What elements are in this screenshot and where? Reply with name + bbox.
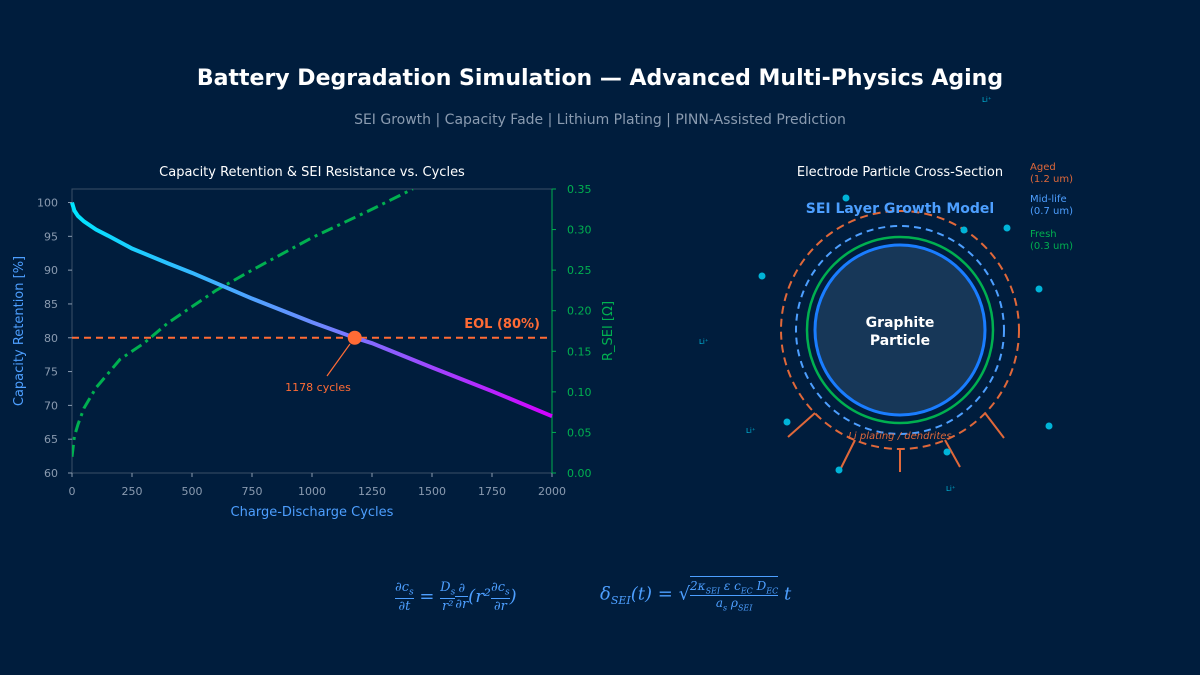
lithium-ion xyxy=(758,272,766,280)
y2-tick-label: 0.15 xyxy=(567,345,592,358)
lithium-ion xyxy=(842,194,850,202)
layer-label: (1.2 um) xyxy=(1030,174,1073,185)
lithium-ion xyxy=(1003,224,1011,232)
sei-resistance-line xyxy=(72,189,414,457)
layer-label: Mid-life xyxy=(1030,194,1067,205)
y-tick-label: 70 xyxy=(44,399,58,412)
y-tick-label: 100 xyxy=(37,197,58,210)
ion-label: Li⁺ xyxy=(746,427,756,435)
x-axis-label: Charge-Discharge Cycles xyxy=(231,505,394,520)
y-axis-label: Capacity Retention [%] xyxy=(12,256,27,406)
lithium-ion xyxy=(1035,285,1043,293)
y2-tick-label: 0.20 xyxy=(567,305,592,318)
x-tick-label: 1000 xyxy=(298,485,326,498)
y2-axis-label: R_SEI [Ω] xyxy=(601,301,616,361)
annotation-arrow xyxy=(326,343,351,377)
y-tick-label: 65 xyxy=(44,433,58,446)
ion-label: Li⁺ xyxy=(699,338,709,346)
midlife-sei-ring xyxy=(795,225,1005,435)
dendrite xyxy=(839,439,856,471)
x-tick-label: 750 xyxy=(242,485,263,498)
lithium-ion xyxy=(1045,422,1053,430)
x-tick-label: 1250 xyxy=(358,485,386,498)
y-tick-label: 80 xyxy=(44,332,58,345)
y2-tick-label: 0.10 xyxy=(567,386,592,399)
y-tick-label: 75 xyxy=(44,366,58,379)
layer-label: Aged xyxy=(1030,162,1056,173)
plating-label: Li plating / dendrites xyxy=(848,431,951,442)
page-subtitle: SEI Growth | Capacity Fade | Lithium Pla… xyxy=(354,112,846,128)
y-tick-label: 90 xyxy=(44,264,58,277)
x-tick-label: 2000 xyxy=(538,485,566,498)
x-tick-label: 500 xyxy=(182,485,203,498)
dendrite xyxy=(984,412,1005,439)
annotation-label: 1178 cycles xyxy=(285,381,351,394)
x-tick-label: 1750 xyxy=(478,485,506,498)
layer-label: (0.7 um) xyxy=(1030,206,1073,217)
lithium-ion xyxy=(960,226,968,234)
y-tick-label: 95 xyxy=(44,230,58,243)
lithium-ion xyxy=(835,466,843,474)
dendrite xyxy=(787,412,816,438)
capacity-line xyxy=(70,201,553,419)
layer-label: Fresh xyxy=(1030,229,1057,240)
x-tick-label: 250 xyxy=(122,485,143,498)
particle-label: Particle xyxy=(870,333,930,349)
particle-label: Graphite xyxy=(866,315,935,331)
y-tick-label: 85 xyxy=(44,298,58,311)
y2-tick-label: 0.25 xyxy=(567,264,592,277)
eol-label: EOL (80%) xyxy=(464,317,540,332)
sei-thickness-equation: δSEI(t) = √ 2κSEI ε cEC DEC as ρSEI t xyxy=(600,576,791,613)
x-tick-label: 0 xyxy=(69,485,76,498)
y2-tick-label: 0.00 xyxy=(567,467,592,480)
graphite-particle xyxy=(813,243,987,417)
y2-tick-label: 0.05 xyxy=(567,426,592,439)
dendrite xyxy=(944,439,961,468)
y-tick-label: 60 xyxy=(44,467,58,480)
lithium-ion xyxy=(943,448,951,456)
x-tick-label: 1500 xyxy=(418,485,446,498)
page-title: Battery Degradation Simulation — Advance… xyxy=(196,66,1004,91)
aged-sei-ring xyxy=(780,210,1020,450)
layer-label: (0.3 um) xyxy=(1030,241,1073,252)
diffusion-equation: ∂cs ∂t = Ds r² ∂ ∂r(r² ∂cs ∂r) xyxy=(395,580,517,614)
diagram-heading: SEI Layer Growth Model xyxy=(806,201,994,217)
lithium-ion xyxy=(783,418,791,426)
ion-label: Li⁺ xyxy=(946,485,956,493)
fresh-sei-ring xyxy=(805,235,995,425)
eol-point xyxy=(347,330,362,345)
diagram-title: Electrode Particle Cross-Section xyxy=(797,165,1003,180)
ion-label: Li⁺ xyxy=(982,96,992,104)
chart-title: Capacity Retention & SEI Resistance vs. … xyxy=(159,165,465,180)
y2-tick-label: 0.30 xyxy=(567,224,592,237)
y2-tick-label: 0.35 xyxy=(567,183,592,196)
